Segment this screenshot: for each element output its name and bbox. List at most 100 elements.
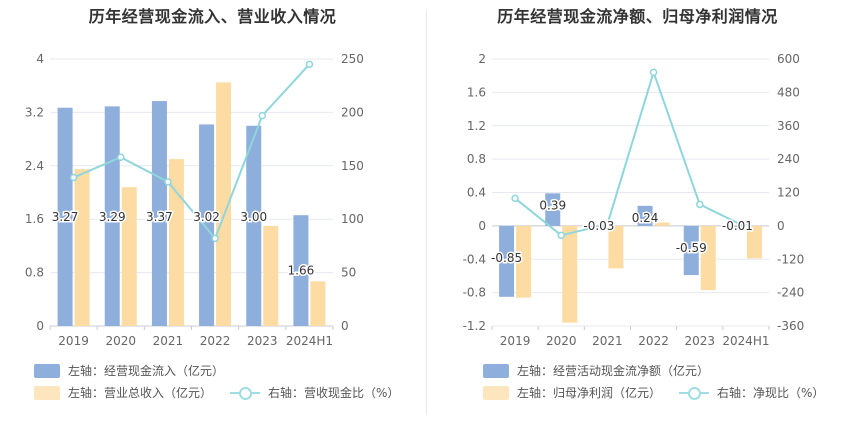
x-axis-category-label: 2022 — [638, 334, 669, 348]
bar-data-label: -0.03 — [583, 219, 614, 233]
bar-blue — [199, 124, 215, 326]
x-axis-category-label: 2020 — [105, 334, 136, 348]
bar-blue — [683, 225, 699, 276]
bar-orange — [700, 225, 716, 291]
legend-row-1: 左轴：经营活动现金流净额（亿元） — [483, 362, 727, 379]
ratio-point — [258, 111, 266, 120]
left-axis-tick-label: -0.8 — [463, 286, 486, 300]
bar-blue — [104, 106, 120, 326]
ratio-point — [69, 173, 78, 182]
left-axis-tick-label: 2 — [478, 52, 486, 66]
legend-label: 右轴：净现比（%） — [717, 386, 825, 400]
bar-data-label: 3.37 — [146, 210, 173, 224]
legend-label: 左轴：经营现金流入（亿元） — [68, 364, 225, 378]
bar-orange — [121, 187, 137, 326]
x-axis-category-label: 2019 — [58, 334, 89, 348]
right-axis-tick-label: 600 — [777, 52, 800, 66]
right-axis-tick-label: 480 — [777, 85, 800, 99]
x-axis-category-label: 2021 — [592, 334, 623, 348]
bar-data-label: 3.00 — [240, 210, 267, 224]
bar-blue — [151, 101, 167, 327]
legend-item-cash-ratio[interactable]: 右轴：净现比（%） — [679, 384, 824, 401]
bar-blue — [246, 125, 262, 326]
left-axis-tick-label: 0 — [478, 219, 486, 233]
bar-data-label: 3.02 — [193, 210, 220, 224]
legend-label: 左轴：经营活动现金流净额（亿元） — [517, 364, 710, 378]
left-axis-tick-label: 2.4 — [25, 159, 44, 173]
bar-data-label: 3.29 — [99, 210, 126, 224]
legend-item-net-profit[interactable]: 左轴：归母净利润（亿元） — [483, 384, 661, 401]
ratio-point — [211, 234, 219, 243]
legend-swatch-orange — [34, 385, 60, 400]
left-axis-tick-label: 1.6 — [467, 85, 486, 99]
legend-item-net-cash[interactable]: 左轴：经营活动现金流净额（亿元） — [483, 362, 709, 379]
right-axis-tick-label: -120 — [777, 252, 804, 266]
bar-data-label: 0.24 — [632, 211, 659, 225]
legend-label: 右轴：营收现金比（%） — [268, 386, 400, 400]
ratio-point — [557, 231, 565, 240]
right-axis-tick-label: 360 — [777, 119, 800, 133]
chart-panel-cashflow-revenue: 历年经营现金流入、营业收入情况 0 0.8 1.6 2.4 3.2 4 0 50 100 150 2… — [25, 7, 417, 401]
left-axis-tick-label: 4 — [36, 52, 44, 66]
bar-orange — [746, 225, 762, 259]
legend-item-cash-inflow[interactable]: 左轴：经营现金流入（亿元） — [34, 362, 224, 379]
ratio-line — [73, 63, 311, 241]
ratio-point — [742, 223, 750, 231]
ratio-point — [305, 60, 314, 69]
x-axis-category-label: 2022 — [200, 334, 231, 348]
legend-item-revenue[interactable]: 左轴：营业总收入（亿元） — [34, 384, 212, 401]
bar-blue — [545, 193, 561, 226]
x-axis-category-label: 2024H1 — [286, 334, 333, 348]
ratio-point — [511, 194, 519, 203]
x-axis-category-label: 2020 — [546, 334, 577, 348]
legend-item-ratio[interactable]: 右轴：营收现金比（%） — [230, 384, 399, 401]
chart-canvas: 0 0.8 1.6 2.4 3.2 4 0 50 100 150 200 250 2019 2020 202… — [25, 52, 364, 348]
legend-row-2: 左轴：营业总收入（亿元） 右轴：营收现金比（%） — [34, 384, 417, 401]
right-axis-tick-label: 250 — [341, 52, 364, 66]
bar-data-label: 3.27 — [52, 210, 79, 224]
chart-canvas: -1.2 -0.8 -0.4 0 0.4 0.8 1.2 1.6 2 -360 -240 -120 0 1… — [463, 52, 805, 348]
bar-blue — [637, 205, 653, 226]
legend-swatch-orange — [483, 385, 509, 400]
bar-orange — [516, 225, 532, 298]
chart-title: 历年经营现金流净额、归母净利润情况 — [497, 7, 778, 26]
right-axis-tick-label: 120 — [777, 186, 800, 200]
legend-line-marker-icon — [230, 386, 261, 400]
bar-orange — [168, 159, 184, 326]
legend-label: 左轴：营业总收入（亿元） — [68, 386, 213, 400]
right-axis-tick-label: 240 — [777, 152, 800, 166]
panel-divider — [426, 10, 427, 415]
bar-blue — [57, 107, 73, 326]
bar-orange — [310, 281, 326, 326]
bar-data-label: -0.85 — [491, 251, 522, 265]
left-axis-tick-label: 1.6 — [25, 212, 44, 226]
bar-orange — [654, 222, 670, 226]
left-axis-tick-label: 1.2 — [467, 119, 486, 133]
legend-row-1: 左轴：经营现金流入（亿元） — [34, 362, 242, 379]
chart-title: 历年经营现金流入、营业收入情况 — [88, 7, 337, 26]
ratio-point — [117, 153, 125, 162]
ratio-point — [649, 68, 658, 77]
x-axis-category-label: 2021 — [153, 334, 184, 348]
chart-panel-netcash-profit: 历年经营现金流净额、归母净利润情况 -1.2 -0.8 -0.4 0 0.4 0.8 1.2… — [425, 0, 850, 437]
x-axis-category-label: 2023 — [247, 334, 278, 348]
x-axis-category-label: 2023 — [684, 334, 715, 348]
legend-row-2: 左轴：归母净利润（亿元） 右轴：净现比（%） — [483, 384, 842, 401]
right-axis-tick-label: -240 — [777, 286, 804, 300]
bar-data-label: -0.59 — [676, 241, 707, 255]
right-axis-tick-label: -360 — [777, 319, 804, 333]
left-axis-tick-label: 0.8 — [25, 266, 44, 280]
ratio-point — [696, 200, 704, 209]
bar-orange — [74, 169, 90, 326]
right-axis-tick-label: 200 — [341, 105, 364, 119]
legend-line-marker-icon — [679, 386, 710, 400]
right-axis-tick-label: 50 — [341, 266, 356, 280]
legend-swatch-blue — [34, 363, 60, 378]
right-axis-tick-label: 100 — [341, 212, 364, 226]
right-axis-tick-label: 0 — [341, 319, 349, 333]
left-axis-tick-label: 0.8 — [467, 152, 486, 166]
left-axis-tick-label: -0.4 — [463, 252, 486, 266]
legend-swatch-blue — [483, 363, 509, 378]
ratio-point — [603, 220, 612, 228]
left-axis-tick-label: 3.2 — [25, 105, 44, 119]
